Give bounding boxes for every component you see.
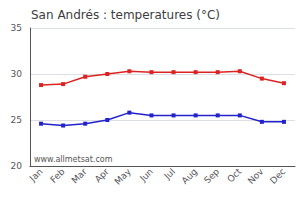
svg-text:www.allmetsat.com: www.allmetsat.com [34, 155, 113, 164]
svg-text:35: 35 [11, 23, 22, 33]
svg-text:Jul: Jul [162, 166, 177, 181]
svg-text:Dec: Dec [268, 166, 287, 185]
svg-text:San Andrés : temperatures (°C): San Andrés : temperatures (°C) [31, 8, 220, 22]
svg-text:Feb: Feb [48, 166, 67, 185]
svg-text:Mar: Mar [70, 166, 89, 185]
svg-text:Jan: Jan [27, 166, 45, 184]
svg-text:Oct: Oct [225, 166, 243, 184]
svg-text:Aug: Aug [180, 166, 199, 185]
svg-text:25: 25 [11, 115, 22, 125]
svg-text:30: 30 [11, 69, 23, 79]
svg-text:Apr: Apr [93, 166, 111, 184]
svg-text:Nov: Nov [246, 166, 266, 186]
svg-text:May: May [113, 166, 134, 187]
svg-text:20: 20 [11, 161, 23, 171]
svg-text:Jun: Jun [137, 166, 155, 184]
svg-text:Sep: Sep [202, 166, 221, 185]
